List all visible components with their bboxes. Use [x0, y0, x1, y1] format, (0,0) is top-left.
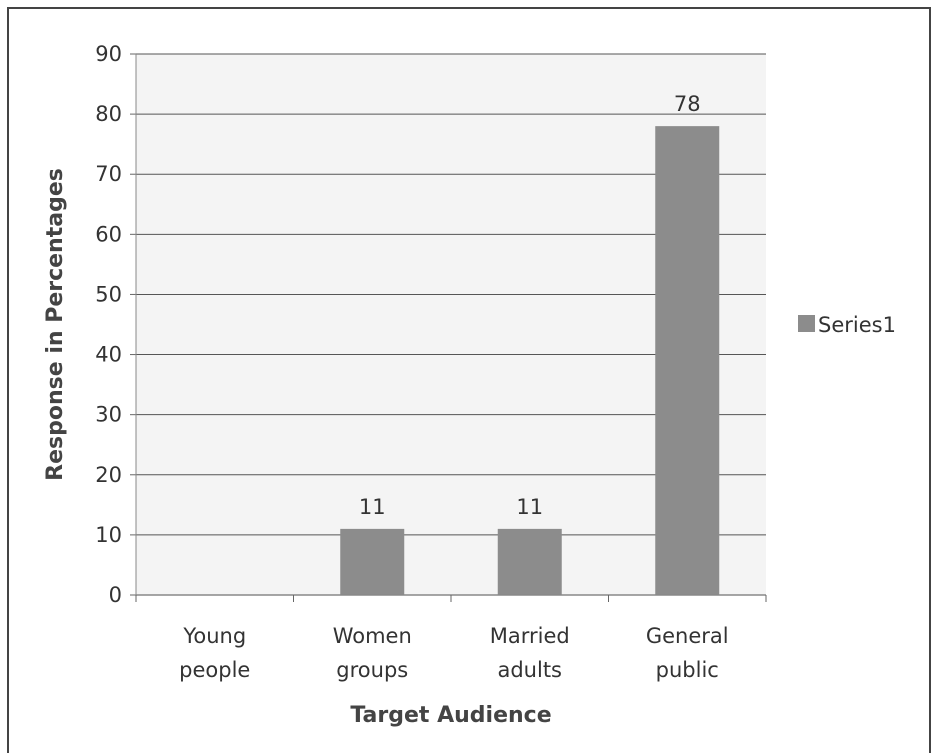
x-tick-label: Young [182, 624, 246, 648]
y-tick-label: 20 [95, 463, 122, 487]
x-tick-label: Women [333, 624, 412, 648]
legend-label: Series1 [818, 313, 896, 337]
bars [340, 126, 720, 595]
y-tick-label: 80 [95, 102, 122, 126]
x-tick-labels: Young people Women groups Married adults Gener… [179, 624, 728, 682]
y-tick-label: 60 [95, 222, 122, 246]
data-label: 78 [674, 92, 701, 116]
x-tick-label: public [656, 658, 719, 682]
y-tick-label: 70 [95, 162, 122, 186]
x-axis-title: Target Audience [350, 703, 551, 728]
data-label: 11 [359, 495, 386, 519]
data-label: 11 [516, 495, 543, 519]
y-tick-label: 0 [109, 583, 122, 607]
y-tick-labels: 0 10 20 30 40 50 60 70 80 90 [95, 42, 122, 607]
x-tick-label: General [646, 624, 729, 648]
legend: Series1 [798, 313, 896, 337]
y-tick-label: 30 [95, 403, 122, 427]
x-tick-label: groups [336, 658, 408, 682]
data-labels: 11 11 78 [359, 92, 701, 519]
y-tick-label: 10 [95, 523, 122, 547]
y-axis-title: Response in Percentages [43, 168, 68, 481]
y-tick-label: 40 [95, 343, 122, 367]
bar [655, 126, 720, 595]
x-tick-label: Married [490, 624, 570, 648]
axes [135, 54, 767, 602]
legend-swatch [798, 315, 815, 332]
y-tick-label: 90 [95, 42, 122, 66]
x-tick-label: adults [497, 658, 562, 682]
bar [340, 528, 405, 595]
y-tick-label: 50 [95, 282, 122, 306]
bar [497, 528, 562, 595]
x-tick-label: people [179, 658, 250, 682]
